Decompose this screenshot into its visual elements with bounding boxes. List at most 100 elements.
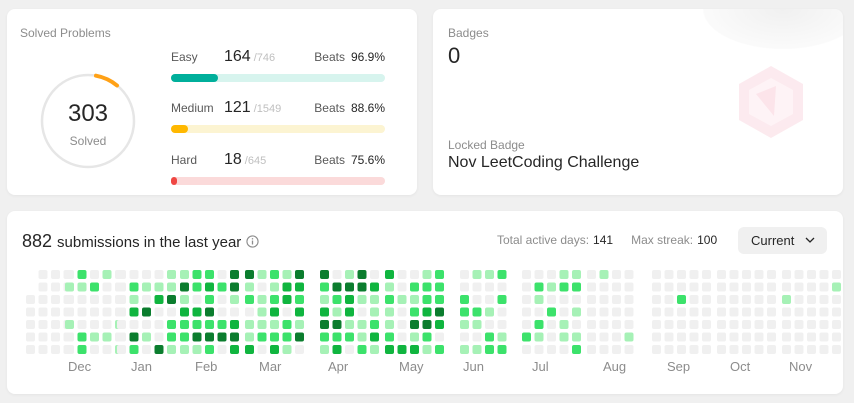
heatmap-cell[interactable] bbox=[154, 307, 164, 317]
heatmap-cell[interactable] bbox=[497, 307, 507, 317]
heatmap-cell[interactable] bbox=[587, 345, 596, 354]
heatmap-cell[interactable] bbox=[612, 332, 621, 342]
heatmap-cell[interactable] bbox=[472, 345, 482, 354]
heatmap-cell[interactable] bbox=[257, 320, 267, 329]
heatmap-cell[interactable] bbox=[782, 295, 791, 304]
heatmap-cell[interactable] bbox=[117, 320, 126, 329]
heatmap-cell[interactable] bbox=[192, 270, 202, 279]
heatmap-cell[interactable] bbox=[547, 282, 556, 292]
heatmap-cell[interactable] bbox=[819, 282, 829, 292]
heatmap-cell[interactable] bbox=[547, 295, 556, 304]
heatmap-cell[interactable] bbox=[77, 295, 87, 304]
heatmap-cell[interactable] bbox=[180, 345, 189, 354]
heatmap-cell[interactable] bbox=[26, 345, 35, 354]
heatmap-cell[interactable] bbox=[485, 295, 494, 304]
heatmap-cell[interactable] bbox=[257, 332, 267, 342]
heatmap-cell[interactable] bbox=[65, 270, 74, 279]
heatmap-cell[interactable] bbox=[624, 332, 634, 342]
heatmap-cell[interactable] bbox=[807, 320, 816, 329]
heatmap-cell[interactable] bbox=[77, 282, 87, 292]
heatmap-cell[interactable] bbox=[129, 332, 139, 342]
heatmap-cell[interactable] bbox=[154, 345, 164, 354]
heatmap-cell[interactable] bbox=[345, 282, 354, 292]
heatmap-cell[interactable] bbox=[717, 332, 726, 342]
heatmap-cell[interactable] bbox=[345, 270, 354, 279]
heatmap-cell[interactable] bbox=[547, 320, 556, 329]
heatmap-cell[interactable] bbox=[497, 320, 507, 329]
heatmap-cell[interactable] bbox=[217, 295, 227, 304]
heatmap-cell[interactable] bbox=[689, 295, 699, 304]
heatmap-cell[interactable] bbox=[599, 282, 609, 292]
heatmap-cell[interactable] bbox=[522, 295, 531, 304]
heatmap-cell[interactable] bbox=[652, 307, 661, 317]
heatmap-cell[interactable] bbox=[38, 295, 48, 304]
heatmap-cell[interactable] bbox=[385, 345, 394, 354]
heatmap-cell[interactable] bbox=[599, 295, 609, 304]
heatmap-cell[interactable] bbox=[677, 332, 686, 342]
heatmap-cell[interactable] bbox=[435, 345, 444, 354]
heatmap-cell[interactable] bbox=[794, 270, 804, 279]
heatmap-cell[interactable] bbox=[522, 320, 531, 329]
heatmap-cell[interactable] bbox=[245, 282, 254, 292]
heatmap-cell[interactable] bbox=[729, 270, 739, 279]
heatmap-cell[interactable] bbox=[102, 295, 112, 304]
heatmap-cell[interactable] bbox=[230, 332, 239, 342]
heatmap-cell[interactable] bbox=[410, 295, 419, 304]
heatmap-cell[interactable] bbox=[167, 332, 176, 342]
heatmap-cell[interactable] bbox=[460, 320, 469, 329]
heatmap-cell[interactable] bbox=[472, 295, 482, 304]
heatmap-cell[interactable] bbox=[26, 295, 35, 304]
heatmap-cell[interactable] bbox=[320, 282, 329, 292]
heatmap-cell[interactable] bbox=[794, 282, 804, 292]
heatmap-cell[interactable] bbox=[129, 345, 139, 354]
heatmap-cell[interactable] bbox=[534, 307, 544, 317]
heatmap-cell[interactable] bbox=[90, 270, 99, 279]
heatmap-cell[interactable] bbox=[534, 332, 544, 342]
heatmap-cell[interactable] bbox=[652, 345, 661, 354]
heatmap-cell[interactable] bbox=[435, 282, 444, 292]
heatmap-cell[interactable] bbox=[485, 320, 494, 329]
heatmap-cell[interactable] bbox=[385, 320, 394, 329]
heatmap-cell[interactable] bbox=[217, 307, 227, 317]
heatmap-cell[interactable] bbox=[51, 307, 60, 317]
heatmap-cell[interactable] bbox=[385, 295, 394, 304]
heatmap-cell[interactable] bbox=[142, 282, 151, 292]
heatmap-cell[interactable] bbox=[180, 270, 189, 279]
heatmap-cell[interactable] bbox=[51, 332, 60, 342]
heatmap-cell[interactable] bbox=[345, 320, 354, 329]
heatmap-cell[interactable] bbox=[142, 320, 151, 329]
heatmap-cell[interactable] bbox=[142, 345, 151, 354]
heatmap-cell[interactable] bbox=[677, 320, 686, 329]
heatmap-cell[interactable] bbox=[357, 295, 367, 304]
heatmap-cell[interactable] bbox=[320, 307, 329, 317]
heatmap-cell[interactable] bbox=[270, 320, 279, 329]
heatmap-cell[interactable] bbox=[217, 282, 227, 292]
heatmap-cell[interactable] bbox=[702, 282, 711, 292]
heatmap-cell[interactable] bbox=[245, 270, 254, 279]
heatmap-cell[interactable] bbox=[794, 345, 804, 354]
heatmap-cell[interactable] bbox=[102, 320, 112, 329]
heatmap-cell[interactable] bbox=[205, 307, 214, 317]
heatmap-cell[interactable] bbox=[129, 295, 139, 304]
heatmap-cell[interactable] bbox=[717, 295, 726, 304]
heatmap-cell[interactable] bbox=[167, 295, 176, 304]
heatmap-cell[interactable] bbox=[460, 270, 469, 279]
heatmap-cell[interactable] bbox=[612, 295, 621, 304]
heatmap-cell[interactable] bbox=[522, 345, 531, 354]
heatmap-cell[interactable] bbox=[282, 295, 292, 304]
heatmap-cell[interactable] bbox=[547, 345, 556, 354]
heatmap-cell[interactable] bbox=[205, 295, 214, 304]
heatmap-cell[interactable] bbox=[819, 332, 829, 342]
heatmap-cell[interactable] bbox=[51, 320, 60, 329]
heatmap-cell[interactable] bbox=[129, 270, 139, 279]
heatmap-cell[interactable] bbox=[230, 270, 239, 279]
heatmap-cell[interactable] bbox=[742, 332, 751, 342]
heatmap-cell[interactable] bbox=[435, 332, 444, 342]
heatmap-cell[interactable] bbox=[587, 320, 596, 329]
heatmap-cell[interactable] bbox=[102, 270, 112, 279]
heatmap-cell[interactable] bbox=[729, 295, 739, 304]
heatmap-cell[interactable] bbox=[587, 295, 596, 304]
heatmap-cell[interactable] bbox=[767, 332, 776, 342]
heatmap-cell[interactable] bbox=[742, 307, 751, 317]
heatmap-cell[interactable] bbox=[702, 307, 711, 317]
